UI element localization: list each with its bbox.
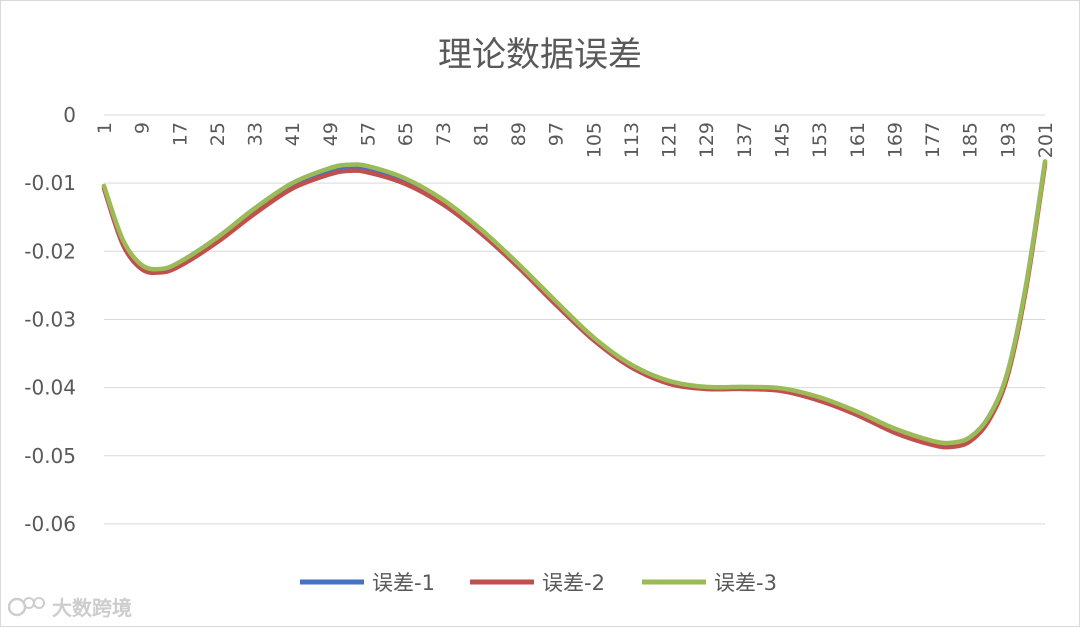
x-tick-label: 97 — [546, 122, 568, 146]
y-tick-label: -0.01 — [24, 171, 76, 195]
x-tick-label: 177 — [922, 122, 944, 158]
watermark-text: 大数跨境 — [52, 596, 132, 620]
y-tick-label: -0.03 — [24, 307, 76, 331]
y-axis-ticks: 0 -0.01 -0.02 -0.03 -0.04 -0.05 -0.06 — [24, 103, 76, 536]
x-tick-label: 185 — [960, 122, 982, 158]
x-tick-label: 41 — [282, 122, 304, 146]
x-tick-label: 105 — [583, 122, 605, 158]
x-tick-label: 33 — [245, 122, 267, 146]
x-tick-label: 57 — [357, 122, 379, 146]
x-axis-ticks: 1 9 17 25 33 41 49 57 65 73 81 89 97 105 113 121 129 137 1… — [94, 122, 1057, 158]
x-tick-label: 65 — [395, 122, 417, 146]
series-line-3 — [101, 159, 1048, 446]
x-tick-label: 121 — [659, 122, 681, 158]
y-tick-label: -0.05 — [24, 444, 76, 468]
x-tick-label: 169 — [884, 122, 906, 158]
x-tick-label: 145 — [772, 122, 794, 158]
x-tick-label: 161 — [847, 122, 869, 158]
x-tick-label: 153 — [809, 122, 831, 158]
y-tick-label: -0.06 — [24, 512, 76, 536]
chart-title: 理论数据误差 — [438, 35, 642, 75]
x-tick-label: 137 — [734, 122, 756, 158]
x-tick-label: 89 — [508, 122, 530, 146]
legend-label-2: 误差-2 — [542, 571, 605, 595]
x-tick-label: 129 — [696, 122, 718, 158]
series-layer — [101, 159, 1048, 450]
y-tick-label: -0.04 — [24, 376, 76, 400]
legend-label-3: 误差-3 — [714, 571, 777, 595]
x-tick-label: 73 — [433, 122, 455, 146]
x-tick-label: 9 — [132, 122, 154, 134]
x-tick-label: 25 — [207, 122, 229, 146]
x-tick-label: 81 — [470, 122, 492, 146]
watermark: 大数跨境 — [8, 592, 132, 621]
x-tick-label: 1 — [94, 122, 116, 134]
x-tick-label: 193 — [997, 122, 1019, 158]
x-tick-label: 17 — [169, 122, 191, 146]
y-tick-label: -0.02 — [24, 239, 76, 263]
legend-label-1: 误差-1 — [372, 571, 435, 595]
legend: 误差-1 误差-2 误差-3 — [300, 571, 777, 595]
x-tick-label: 49 — [320, 122, 342, 146]
x-tick-label: 113 — [621, 122, 643, 158]
y-tick-label: 0 — [63, 103, 76, 127]
x-tick-label: 201 — [1035, 122, 1057, 158]
grid-layer — [104, 114, 1045, 525]
watermark-logo-icon — [8, 596, 45, 616]
